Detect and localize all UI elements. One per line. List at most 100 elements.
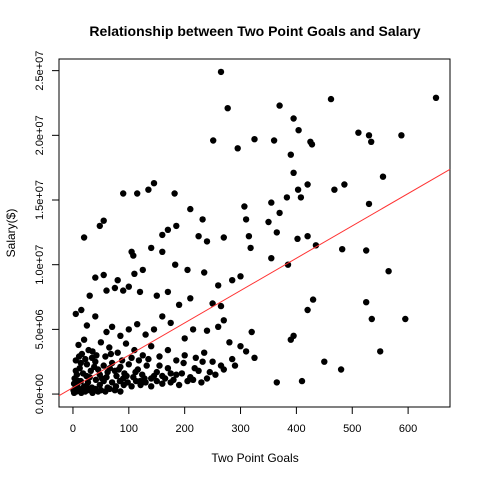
data-point [229, 355, 236, 363]
x-tick-label: 100 [120, 423, 138, 435]
data-point [339, 246, 346, 253]
data-point [120, 287, 127, 294]
data-point [148, 244, 155, 252]
data-point [141, 375, 148, 382]
data-point [184, 266, 191, 274]
data-point [297, 194, 305, 201]
data-point [125, 361, 132, 368]
data-point [84, 379, 92, 386]
data-point [72, 367, 80, 374]
data-point [145, 355, 152, 363]
data-point [115, 366, 123, 373]
data-point [78, 350, 86, 358]
data-point [77, 359, 85, 367]
x-tick-label: 200 [175, 423, 193, 435]
data-point [118, 357, 126, 364]
data-point [131, 346, 138, 354]
data-point [363, 247, 370, 254]
data-point [206, 368, 213, 376]
data-point [139, 352, 146, 359]
data-point [134, 190, 141, 197]
data-point [107, 350, 115, 358]
x-tick-label: 0 [70, 423, 76, 435]
data-point [103, 287, 110, 294]
data-point [234, 145, 241, 152]
data-point [159, 313, 166, 320]
data-point [287, 151, 294, 158]
data-point [203, 327, 211, 334]
data-point [72, 310, 80, 318]
data-point [251, 354, 258, 361]
data-point [192, 354, 199, 361]
data-point [248, 328, 255, 336]
data-point [304, 233, 311, 240]
data-point [111, 387, 119, 394]
data-point [276, 102, 283, 109]
data-point [92, 313, 99, 320]
data-point [241, 203, 248, 210]
data-point [150, 372, 158, 380]
data-point [92, 376, 100, 383]
data-point [173, 222, 180, 230]
data-point [83, 372, 90, 380]
data-point [98, 375, 106, 382]
data-point [100, 217, 107, 224]
data-point [247, 244, 254, 252]
data-point [85, 346, 92, 354]
data-point [304, 181, 311, 188]
data-point [143, 362, 150, 369]
data-point [175, 301, 183, 308]
data-point [148, 383, 155, 390]
data-point [124, 379, 131, 386]
x-axis-label: Two Point Goals [211, 451, 298, 465]
data-point [161, 375, 169, 382]
data-points [70, 68, 440, 396]
data-point [159, 231, 166, 239]
data-point [164, 346, 172, 354]
data-point [125, 326, 132, 333]
data-point [304, 306, 311, 314]
data-point [237, 343, 244, 350]
data-point [97, 339, 105, 346]
data-point [287, 336, 294, 343]
data-point [167, 319, 174, 327]
data-point [150, 180, 158, 187]
y-tick-label: 2.0e+07 [34, 115, 46, 155]
data-point [363, 299, 370, 306]
data-point [80, 234, 88, 241]
data-point [156, 353, 163, 360]
data-point [290, 115, 297, 122]
data-point [128, 354, 135, 361]
data-point [210, 137, 217, 144]
data-point [355, 129, 362, 136]
data-point [368, 138, 375, 145]
data-point [268, 255, 275, 262]
data-point [100, 271, 107, 279]
data-point [93, 352, 100, 359]
data-point [130, 252, 137, 259]
data-point [220, 366, 227, 373]
data-point [189, 326, 197, 333]
data-point [117, 332, 124, 339]
data-point [106, 365, 114, 372]
chart-title: Relationship between Two Point Goals and… [89, 23, 420, 39]
data-point [270, 137, 278, 144]
data-point [195, 233, 202, 240]
data-point [113, 372, 120, 380]
x-tick-label: 400 [287, 423, 305, 435]
data-point [341, 181, 348, 188]
data-point [398, 132, 405, 139]
data-point [114, 277, 121, 284]
data-point [153, 292, 160, 299]
data-point [220, 234, 227, 241]
data-point [111, 284, 119, 292]
data-point [102, 353, 109, 360]
data-point [251, 136, 258, 143]
x-axis: 0 100 200 300 400 500 600 [70, 406, 417, 435]
data-point [284, 261, 292, 268]
data-point [108, 323, 116, 330]
data-point [295, 127, 302, 134]
data-point [171, 190, 178, 197]
data-point [377, 348, 384, 355]
data-point [173, 371, 180, 378]
